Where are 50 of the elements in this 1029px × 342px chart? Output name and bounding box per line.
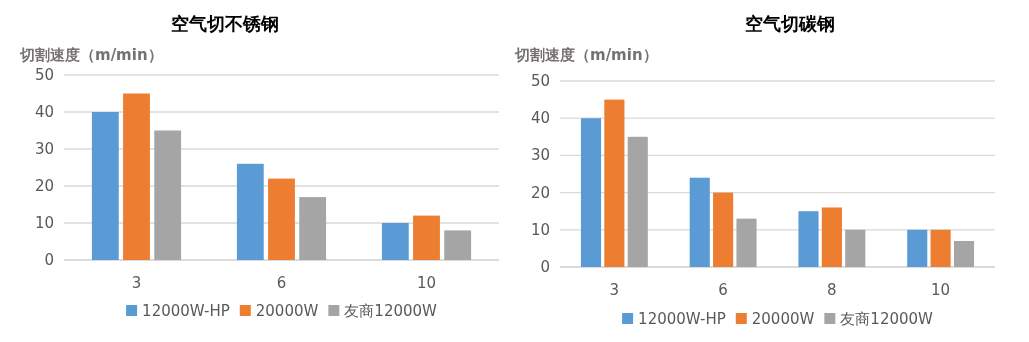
bar bbox=[444, 230, 472, 260]
y-tick-label: 10 bbox=[34, 214, 54, 232]
legend-label: 友商12000W bbox=[344, 302, 438, 320]
bar bbox=[299, 197, 327, 260]
y-tick-label: 20 bbox=[530, 183, 550, 202]
bar bbox=[845, 229, 866, 267]
bar bbox=[713, 192, 734, 267]
y-tick-label: 20 bbox=[34, 177, 54, 195]
y-tick-label: 40 bbox=[530, 109, 550, 128]
y-tick-label: 30 bbox=[530, 146, 550, 165]
bar bbox=[689, 177, 710, 267]
bar bbox=[381, 223, 409, 260]
bar bbox=[413, 215, 440, 260]
bar bbox=[953, 240, 975, 267]
x-tick-label: 6 bbox=[276, 274, 287, 292]
y-axis-title: 切割速度（m/min） bbox=[19, 46, 163, 64]
bar bbox=[268, 178, 295, 260]
legend-label: 友商12000W bbox=[840, 310, 934, 328]
bar bbox=[821, 207, 842, 267]
x-tick-label: 10 bbox=[931, 281, 951, 299]
y-tick-label: 0 bbox=[44, 251, 54, 269]
y-tick-label: 30 bbox=[34, 140, 54, 158]
x-tick-label: 3 bbox=[609, 281, 620, 299]
x-tick-label: 10 bbox=[416, 274, 437, 292]
bar bbox=[154, 130, 182, 260]
y-tick-label: 10 bbox=[530, 220, 550, 239]
bar bbox=[236, 163, 264, 260]
y-tick-label: 0 bbox=[540, 258, 550, 276]
x-tick-label: 6 bbox=[718, 281, 728, 299]
bar bbox=[930, 229, 951, 267]
legend-label: 12000W-HP bbox=[142, 302, 230, 320]
y-tick-label: 50 bbox=[34, 66, 54, 84]
bar bbox=[604, 99, 625, 267]
x-tick-label: 3 bbox=[131, 274, 142, 292]
y-axis-title: 切割速度（m/min） bbox=[514, 46, 658, 64]
chart-title: 空气切不锈钢 bbox=[171, 13, 279, 34]
bar bbox=[91, 112, 119, 260]
y-tick-label: 40 bbox=[34, 103, 54, 121]
legend-label: 20000W bbox=[751, 310, 815, 328]
bar bbox=[907, 229, 928, 267]
x-tick-label: 8 bbox=[827, 281, 837, 299]
bar bbox=[580, 118, 602, 267]
bar bbox=[123, 93, 150, 260]
bar bbox=[627, 136, 648, 267]
y-tick-label: 50 bbox=[530, 72, 550, 90]
chart-title: 空气切碳钢 bbox=[745, 13, 835, 34]
bar bbox=[798, 211, 819, 267]
legend-label: 12000W-HP bbox=[638, 310, 726, 328]
legend-label: 20000W bbox=[255, 302, 319, 320]
bar bbox=[736, 218, 757, 267]
